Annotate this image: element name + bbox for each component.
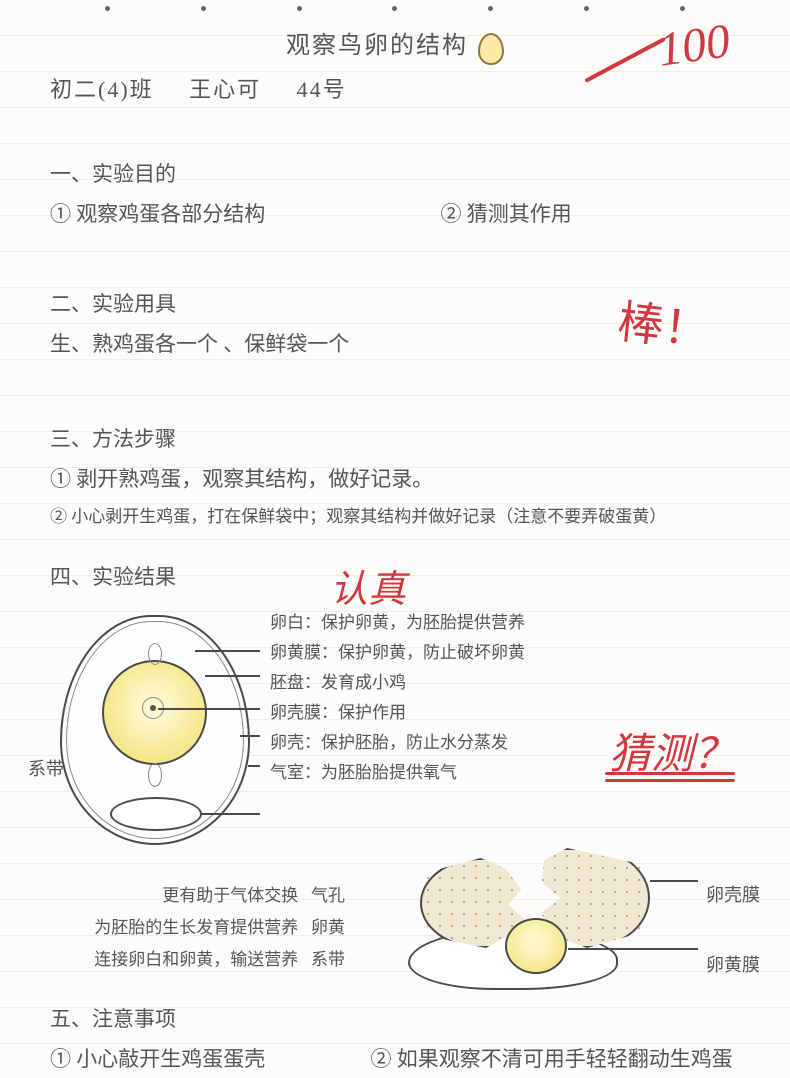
- goal-1: ① 观察鸡蛋各部分结构: [50, 202, 265, 226]
- student-name: 王心可: [189, 77, 261, 102]
- teacher-comment-bang: 棒！: [615, 285, 713, 360]
- label-chalaza2-row: 连接卵白和卵黄，输送营养 系带: [65, 944, 345, 976]
- goal-2: ② 猜测其作用: [441, 195, 572, 233]
- leader-line: [158, 708, 260, 710]
- section-steps: 三、方法步骤 ① 剥开熟鸡蛋，观察其结构，做好记录。 ② 小心剥开生鸡蛋，打在保…: [50, 420, 750, 536]
- label-chalaza2-desc: 连接卵白和卵黄，输送营养: [94, 950, 298, 969]
- student-info: 初二(4)班 王心可 44号: [50, 72, 375, 104]
- section-notes: 五、注意事项 ① 小心敲开生鸡蛋蛋壳 ② 如果观察不清可用手轻轻翻动生鸡蛋: [50, 1000, 750, 1078]
- leader-line: [568, 948, 698, 950]
- leader-line: [205, 675, 260, 677]
- step-2: ② 小心剥开生鸡蛋，打在保鲜袋中；观察其结构并做好记录（注意不要弄破蛋黄）: [50, 498, 750, 536]
- label-yolk2-name: 卵黄: [311, 918, 345, 937]
- section-purpose: 一、实验目的 ① 观察鸡蛋各部分结构 ② 猜测其作用: [50, 155, 750, 233]
- label-shell-membrane: 卵壳膜：保护作用: [270, 698, 740, 728]
- label-pores-row: 更有助于气体交换 气孔: [65, 880, 345, 912]
- label-yolk2-row: 为胚胎的生长发育提供营养 卵黄: [65, 912, 345, 944]
- label-albumen: 卵白：保护卵黄，为胚胎提供营养: [270, 608, 740, 638]
- egg-icon: [478, 33, 504, 65]
- leader-line: [200, 813, 260, 815]
- leader-line: [248, 765, 260, 767]
- teacher-score: 100: [655, 13, 734, 77]
- section-1-heading: 一、实验目的: [50, 155, 750, 193]
- label-pores-name: 气孔: [311, 886, 345, 905]
- diagram2-labels-right: 卵壳膜 卵黄膜: [706, 860, 760, 1000]
- chalaza-label: 系带: [28, 755, 64, 781]
- label-shell-membrane-2: 卵壳膜: [706, 860, 760, 930]
- label-air-cell: 气室：为胚胎胎提供氧气: [270, 758, 740, 788]
- step-1: ① 剥开熟鸡蛋，观察其结构，做好记录。: [50, 460, 750, 498]
- student-number: 44号: [297, 77, 347, 102]
- leader-line: [240, 735, 260, 737]
- section-3-heading: 三、方法步骤: [50, 420, 750, 458]
- air-cell: [110, 797, 202, 831]
- diagram1-labels: 卵白：保护卵黄，为胚胎提供营养 卵黄膜：保护卵黄，防止破坏卵黄 胚盘：发育成小鸡…: [270, 608, 740, 788]
- page-title: 观察鸟卵的结构: [286, 25, 468, 60]
- goals-row: ① 观察鸡蛋各部分结构 ② 猜测其作用: [50, 195, 750, 233]
- diagram2-labels-left: 更有助于气体交换 气孔 为胚胎的生长发育提供营养 卵黄 连接卵白和卵黄，输送营养…: [65, 880, 345, 976]
- binding-dots: [0, 6, 790, 12]
- egg-diagram-cracked: [360, 840, 740, 1010]
- student-class: 初二(4)班: [50, 77, 154, 102]
- label-yolk-membrane: 卵黄膜：保护卵黄，防止破坏卵黄: [270, 638, 740, 668]
- chalaza-top: [148, 643, 162, 665]
- egg-yolk-2: [505, 918, 567, 974]
- label-germinal-disc: 胚盘：发育成小鸡: [270, 668, 740, 698]
- label-chalaza2-name: 系带: [311, 950, 345, 969]
- label-yolk2-desc: 为胚胎的生长发育提供营养: [94, 918, 298, 937]
- chalaza-bottom: [148, 763, 162, 787]
- note-2: ② 如果观察不清可用手轻轻翻动生鸡蛋: [371, 1047, 733, 1071]
- leader-line: [195, 650, 260, 652]
- label-shell: 卵壳：保护胚胎，防止水分蒸发: [270, 728, 740, 758]
- label-pores-desc: 更有助于气体交换: [162, 886, 298, 905]
- notebook-page: 观察鸟卵的结构 100 初二(4)班 王心可 44号 一、实验目的 ① 观察鸡蛋…: [0, 0, 790, 1078]
- note-1: ① 小心敲开生鸡蛋蛋壳: [50, 1047, 265, 1071]
- section-5-heading: 五、注意事项: [50, 1000, 750, 1038]
- germinal-disc: [150, 705, 156, 711]
- label-yolk-membrane-2: 卵黄膜: [706, 930, 760, 1000]
- leader-line: [650, 880, 698, 882]
